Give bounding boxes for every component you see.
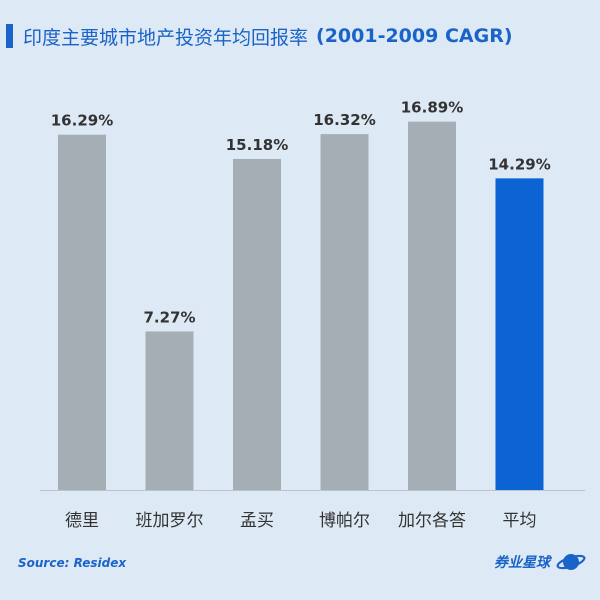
title-main: 印度主要城市地产投资年均回报率 <box>23 26 309 49</box>
title-suffix: (2001-2009 CAGR) <box>316 25 513 47</box>
brand-watermark: 券业星球 <box>494 549 586 575</box>
data-label-2: 15.18% <box>226 136 288 154</box>
bar-1 <box>145 331 194 490</box>
data-label-0: 16.29% <box>51 112 113 130</box>
category-label-1: 班加罗尔 <box>136 511 204 531</box>
category-label-3: 博帕尔 <box>319 511 370 531</box>
category-label-4: 加尔各答 <box>398 511 466 531</box>
bar-0 <box>58 134 106 490</box>
data-label-3: 16.32% <box>313 111 375 129</box>
bar-4 <box>408 121 456 491</box>
bar-chart: 16.29% 德里 7.27% 班加罗尔 15.18% 孟买 16.32% 博帕尔 16.89%… <box>40 99 585 531</box>
data-label-5: 14.29% <box>488 155 550 173</box>
bar-5 <box>495 178 544 490</box>
category-label-2: 孟买 <box>240 511 274 531</box>
category-label-5: 平均 <box>503 511 537 531</box>
data-label-1: 7.27% <box>143 308 195 326</box>
title-accent-bar <box>6 24 13 48</box>
data-label-4: 16.89% <box>401 99 463 117</box>
bar-2 <box>233 158 281 490</box>
chart-title: 印度主要城市地产投资年均回报率 (2001-2009 CAGR) <box>0 22 513 50</box>
brand-name: 券业星球 <box>494 555 550 571</box>
planet-icon <box>556 554 586 570</box>
source-note: Source: Residex <box>18 556 127 570</box>
category-label-0: 德里 <box>65 511 99 531</box>
bar-3 <box>320 134 369 490</box>
